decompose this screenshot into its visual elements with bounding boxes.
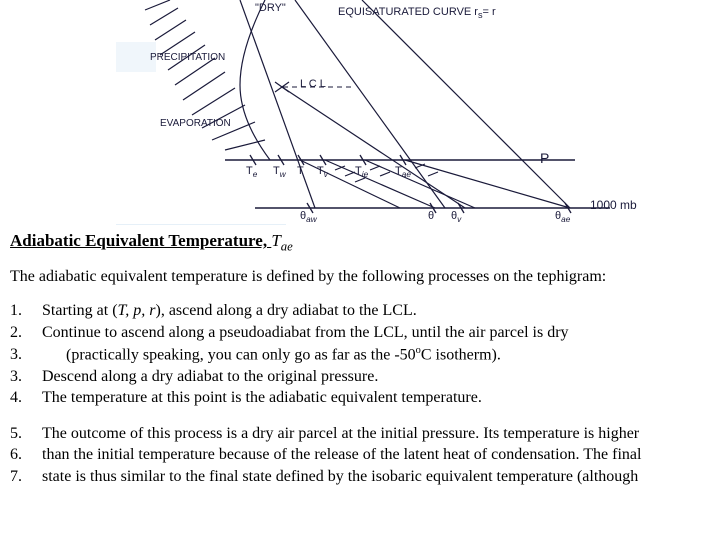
label-lcl: L C L [300, 78, 326, 90]
list-number: 5. [10, 423, 42, 445]
list-item: 3. Descend along a dry adiabat to the or… [10, 366, 710, 388]
list-number: 7. [10, 466, 42, 488]
list-text: Continue to ascend along a pseudoadiabat… [42, 322, 710, 344]
list-text: (practically speaking, you can only go a… [42, 344, 710, 366]
list-number: 2. [10, 322, 42, 344]
list-item: 6. than the initial temperature because … [10, 444, 710, 466]
label-te: Te [246, 165, 257, 179]
label-1000mb: 1000 mb [590, 198, 637, 212]
list-text: The outcome of this process is a dry air… [42, 423, 710, 445]
list-number: 3. [10, 344, 42, 366]
label-t: T [297, 165, 304, 177]
list-item: 7. state is thus similar to the final st… [10, 466, 710, 488]
label-theta: θ [428, 210, 434, 222]
section-heading: Adiabatic Equivalent Temperature, Tae [10, 231, 710, 254]
list-text: Descend along a dry adiabat to the origi… [42, 366, 710, 388]
label-tie: Tie [355, 165, 368, 179]
label-p: P [540, 150, 549, 166]
process-list: 1. Starting at (T, p, r), ascend along a… [10, 300, 710, 487]
heading-symbol: Tae [271, 231, 293, 250]
list-item: 1. Starting at (T, p, r), ascend along a… [10, 300, 710, 322]
list-item: 3. (practically speaking, you can only g… [10, 344, 710, 366]
label-tae: Tae [395, 165, 411, 179]
label-precip: PRECIPITATION [150, 52, 225, 63]
list-number: 4. [10, 387, 42, 409]
tephigram-svg [0, 0, 720, 225]
list-item: 4. The temperature at this point is the … [10, 387, 710, 409]
list-text: The temperature at this point is the adi… [42, 387, 710, 409]
tephigram-diagram: "DRY" EQUISATURATED CURVE rs= r PRECIPIT… [0, 0, 720, 225]
label-tw: Tw [273, 165, 286, 179]
label-dry: "DRY" [255, 2, 286, 14]
list-item: 5. The outcome of this process is a dry … [10, 423, 710, 445]
list-number: 1. [10, 300, 42, 322]
label-theta-aw: θaw [300, 210, 317, 224]
label-tv: Tv [317, 165, 328, 179]
list-text: than the initial temperature because of … [42, 444, 710, 466]
label-theta-ae: θae [555, 210, 570, 224]
list-number: 6. [10, 444, 42, 466]
label-theta-v: θv [451, 210, 461, 224]
list-item: 2. Continue to ascend along a pseudoadia… [10, 322, 710, 344]
list-text: state is thus similar to the final state… [42, 466, 710, 488]
label-evap-1: EVAPORATION [160, 118, 231, 129]
heading-title: Adiabatic Equivalent Temperature, [10, 231, 271, 250]
intro-paragraph: The adiabatic equivalent temperature is … [10, 268, 710, 286]
label-equisat: EQUISATURATED CURVE rs= r [338, 6, 496, 20]
list-number: 3. [10, 366, 42, 388]
list-text: Starting at (T, p, r), ascend along a dr… [42, 300, 710, 322]
